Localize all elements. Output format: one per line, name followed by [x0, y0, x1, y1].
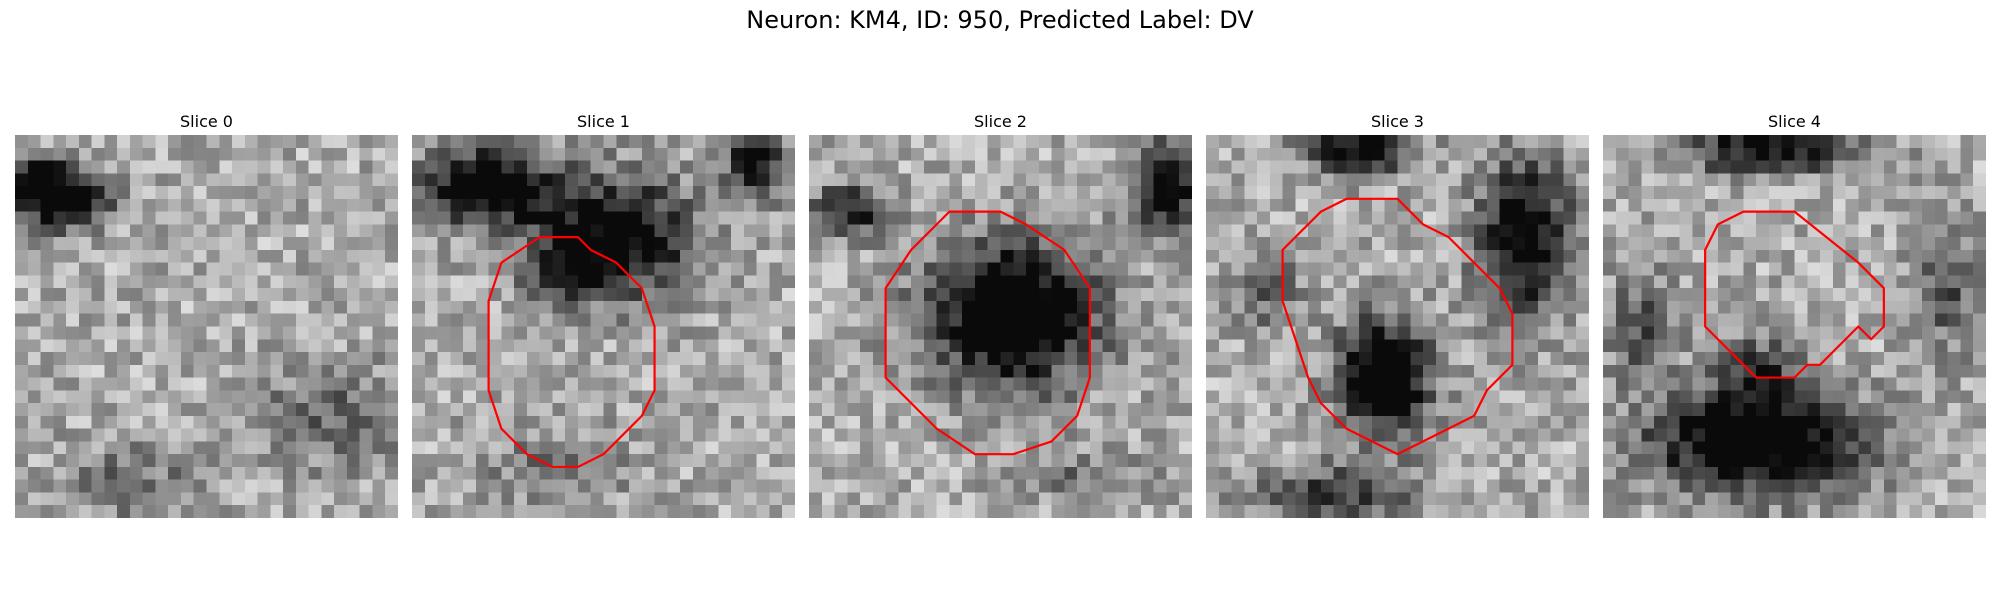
slice-panel-2: Slice 2: [809, 110, 1192, 518]
slice-panel-4: Slice 4: [1603, 110, 1986, 518]
segmentation-outline: [886, 212, 1090, 455]
slice-title: Slice 0: [180, 112, 233, 131]
figure-title: Neuron: KM4, ID: 950, Predicted Label: D…: [746, 6, 1254, 34]
slice-image: [412, 135, 795, 518]
segmentation-outline: [489, 237, 655, 467]
slice-image: [1603, 135, 1986, 518]
slice-title: Slice 1: [577, 112, 630, 131]
slice-panel-1: Slice 1: [412, 110, 795, 518]
slice-panel-0: Slice 0: [15, 110, 398, 518]
slice-panel-3: Slice 3: [1206, 110, 1589, 518]
slice-image: [15, 135, 398, 518]
slice-title: Slice 2: [974, 112, 1027, 131]
slice-title: Slice 4: [1768, 112, 1821, 131]
slice-title: Slice 3: [1371, 112, 1424, 131]
slice-image: [809, 135, 1192, 518]
segmentation-outline: [1705, 212, 1884, 378]
segmentation-outline: [1283, 199, 1513, 454]
slice-image: [1206, 135, 1589, 518]
